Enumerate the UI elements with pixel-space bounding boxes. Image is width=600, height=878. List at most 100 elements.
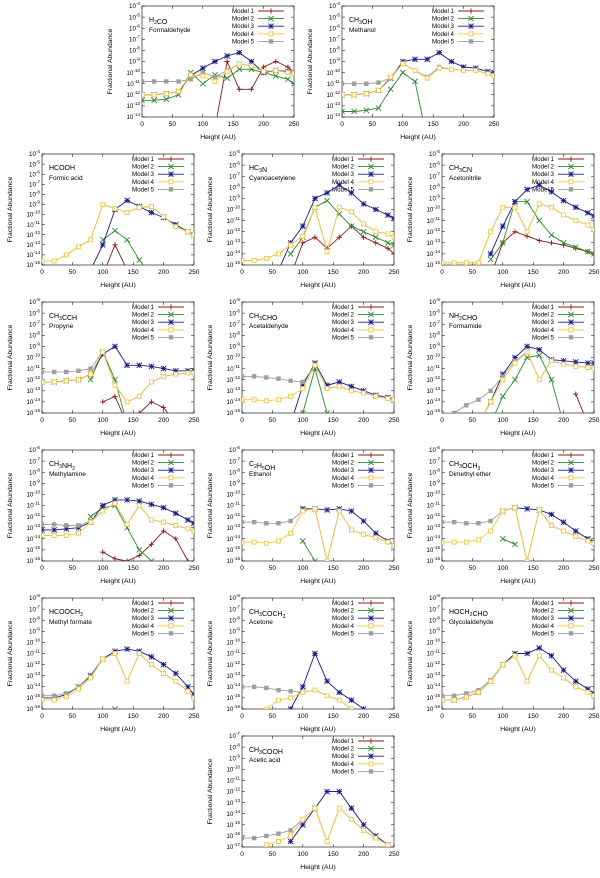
y-tick-label: 10-8 — [29, 190, 40, 199]
series-point-4 — [442, 539, 445, 545]
series-point-4 — [548, 523, 554, 528]
y-axis-label: Fractional Abundance — [407, 472, 414, 538]
series-line-5 — [42, 350, 194, 403]
y-tick-label: 10-8 — [229, 742, 240, 751]
x-axis-label: Height (AU) — [500, 430, 536, 437]
series-point-4 — [173, 523, 179, 528]
legend-marker — [568, 452, 574, 458]
y-tick-label: 10-15 — [226, 693, 240, 702]
series-point-4 — [285, 70, 291, 76]
legend-label: Model 5 — [332, 186, 355, 193]
x-tick-label: 100 — [497, 713, 508, 720]
y-axis-label: Fractional Abundance — [407, 620, 414, 686]
series-point-3 — [524, 343, 531, 350]
series-point-4 — [176, 89, 181, 94]
legend-label: Model 5 — [532, 482, 555, 489]
molecule-name: Propyne — [49, 323, 74, 330]
series-point-1 — [536, 237, 542, 244]
series-point-3 — [299, 382, 306, 389]
series-group — [242, 505, 394, 561]
molecule-formula: CH3NH2 — [49, 461, 75, 472]
legend-marker — [368, 607, 374, 614]
legend-label: Model 5 — [532, 334, 555, 341]
series-point-3 — [336, 689, 343, 696]
series-point-5 — [276, 831, 281, 836]
series-point-4 — [500, 377, 506, 383]
series-point-4 — [148, 662, 154, 668]
series-point-4 — [263, 398, 269, 404]
series-point-4 — [451, 539, 457, 545]
legend-marker — [368, 179, 374, 185]
y-tick-label: 10-6 — [429, 593, 440, 602]
series-point-4 — [561, 528, 567, 534]
series-point-4 — [451, 697, 457, 703]
y-tick-label: 10-11 — [427, 501, 441, 510]
molecule-name: Glycolaldehyde — [449, 619, 494, 626]
y-tick-label: 10-7 — [29, 319, 40, 328]
x-tick-label: 150 — [328, 417, 339, 424]
series-point-3 — [63, 525, 70, 532]
molecule-formula: CH3COOH — [249, 747, 283, 756]
series-point-4 — [585, 538, 591, 544]
legend-label: Model 2 — [532, 312, 555, 319]
legend-marker — [368, 769, 374, 774]
series-point-4 — [512, 360, 518, 366]
series-point-2 — [360, 228, 367, 235]
y-tick-label: 10-16 — [226, 556, 240, 565]
x-tick-label: 0 — [440, 269, 444, 276]
series-point-2 — [99, 236, 106, 243]
series-point-3 — [572, 528, 579, 534]
molecule-name: Methyl formate — [49, 619, 92, 626]
series-point-4 — [476, 689, 481, 695]
x-tick-label: 0 — [240, 713, 244, 720]
y-tick-label: 10-7 — [229, 456, 240, 465]
series-point-4 — [100, 349, 106, 355]
x-tick-label: 50 — [269, 565, 277, 572]
series-point-1 — [100, 399, 106, 405]
series-point-3 — [548, 188, 555, 195]
molecule-formula: NH2CHO — [449, 313, 478, 322]
x-tick-label: 150 — [428, 121, 439, 128]
legend-marker — [368, 335, 374, 340]
series-point-4 — [261, 69, 267, 74]
legend-label: Model 3 — [332, 467, 355, 474]
y-tick-label: 10-15 — [226, 408, 240, 417]
series-point-4 — [76, 686, 81, 692]
series-point-4 — [524, 558, 530, 561]
series-point-3 — [172, 367, 179, 374]
series-line-4 — [242, 508, 394, 561]
y-tick-label: 10-6 — [29, 308, 40, 317]
series-point-4 — [112, 206, 118, 211]
y-tick-label: 10-5 — [329, 12, 340, 21]
series-point-4 — [573, 534, 579, 540]
series-point-5 — [64, 691, 69, 696]
molecule-formula: C2H5OH — [249, 461, 275, 472]
chart-acetone: 0 50 100 150 200 250 10-16 10-15 10-14 10-13 10-12… — [207, 593, 400, 733]
y-tick-label: 10-15 — [426, 545, 440, 554]
y-tick-label: 10-14 — [226, 249, 240, 258]
series-point-5 — [451, 410, 457, 413]
series-point-4 — [361, 221, 367, 227]
series-group — [242, 650, 367, 709]
series-point-3 — [336, 788, 343, 795]
series-point-5 — [251, 684, 257, 689]
series-point-3 — [136, 362, 143, 369]
molecule-name: Acetonitrile — [449, 175, 482, 182]
legend-label: Model 4 — [132, 475, 155, 482]
x-tick-label: 150 — [328, 565, 339, 572]
series-point-3 — [536, 182, 543, 188]
series-point-4 — [288, 833, 294, 839]
y-tick-label: 10-9 — [429, 479, 440, 488]
series-line-2 — [90, 350, 125, 413]
x-tick-label: 50 — [469, 417, 477, 424]
legend-label: Model 1 — [532, 156, 555, 163]
series-point-2 — [124, 236, 131, 243]
y-tick-label: 10-11 — [27, 364, 41, 373]
x-tick-label: 50 — [269, 269, 277, 276]
molecule-formula: CH3CN — [449, 165, 472, 174]
legend-marker — [368, 615, 374, 622]
series-group — [42, 197, 194, 265]
y-tick-label: 10-8 — [429, 467, 440, 476]
molecule-formula: CH3OCH3 — [449, 461, 481, 472]
series-point-4 — [151, 92, 157, 98]
